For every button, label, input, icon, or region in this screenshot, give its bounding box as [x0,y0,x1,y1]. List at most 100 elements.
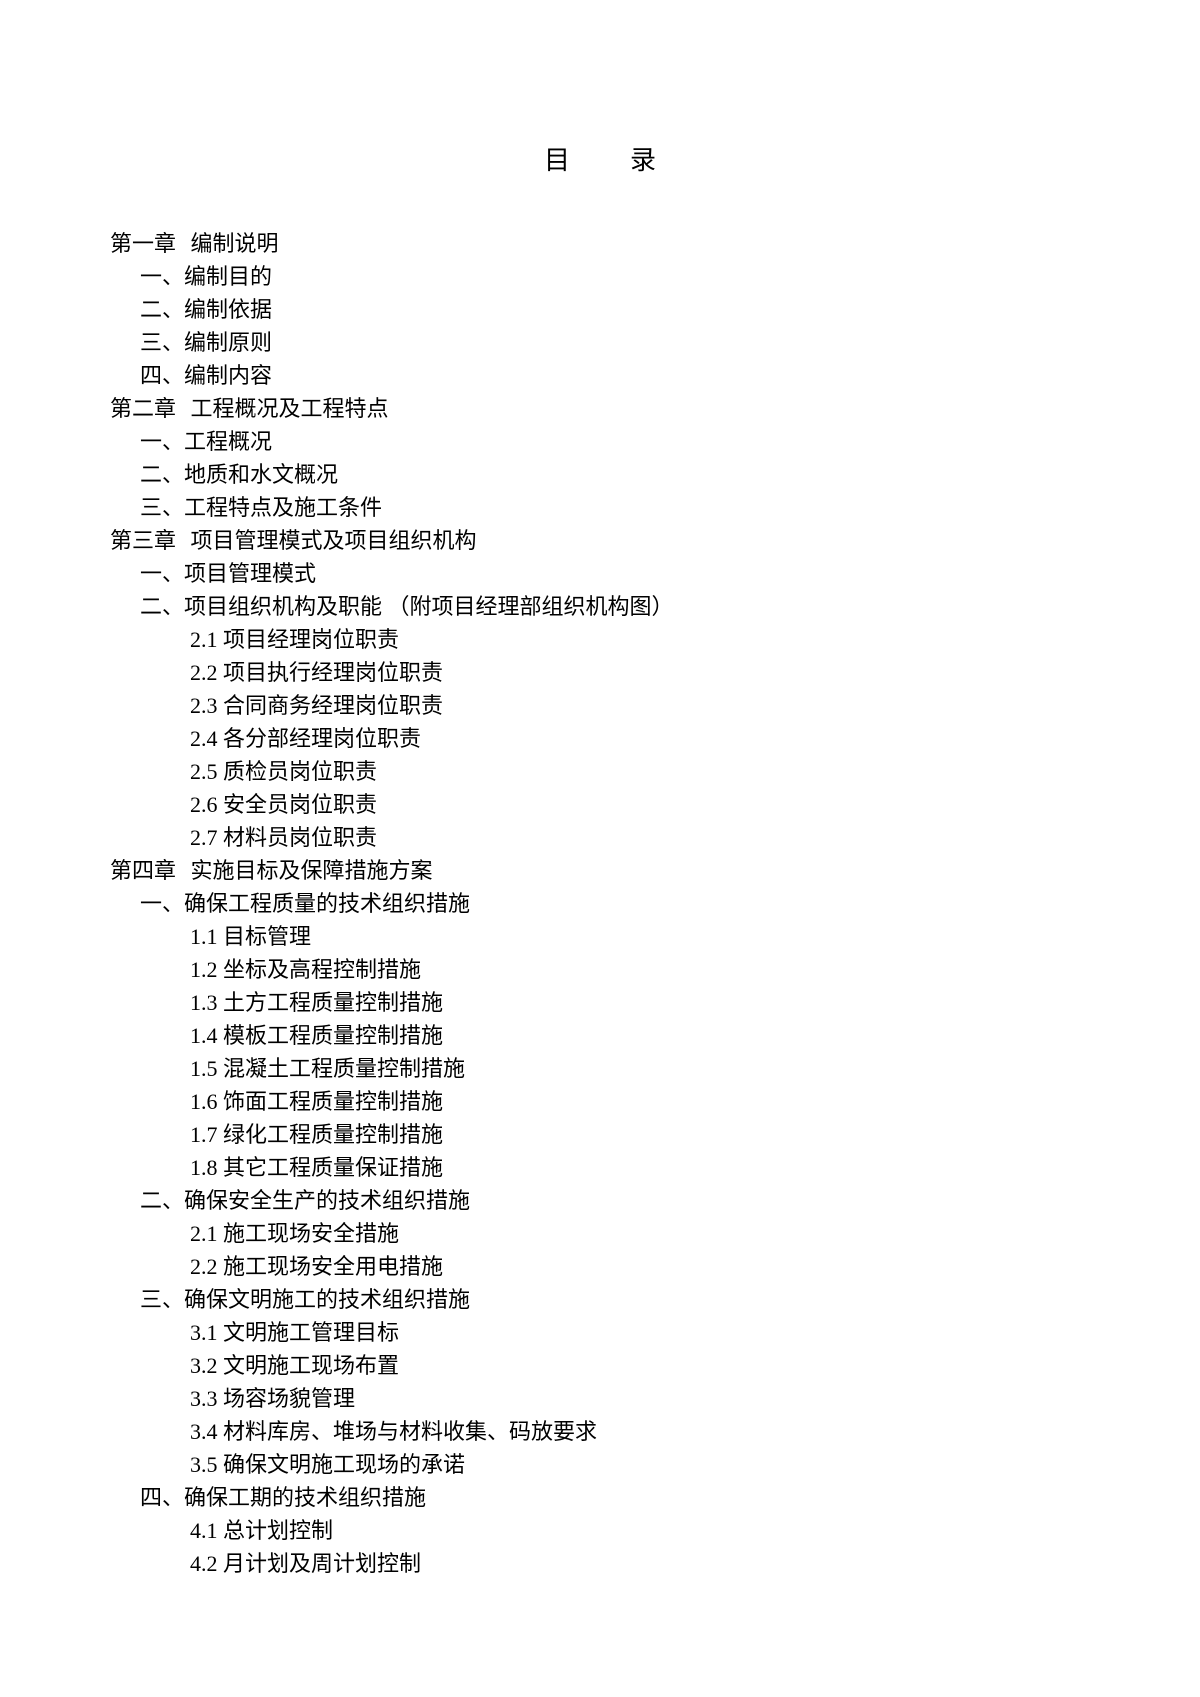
subsection-title: 土方工程质量控制措施 [218,990,444,1015]
section-title: 确保安全生产的技术组织措施 [184,1188,470,1213]
chapter-label: 第一章 [110,227,185,260]
subsection-number: 2.1 [190,627,218,652]
subsection-number: 2.3 [190,693,218,718]
section-heading: 二、项目组织机构及职能 （附项目经理部组织机构图） [140,590,1090,623]
subsection-heading: 3.5 确保文明施工现场的承诺 [190,1448,1090,1481]
chapter-title: 项目管理模式及项目组织机构 [185,528,477,553]
subsection-title: 确保文明施工现场的承诺 [218,1452,466,1477]
chapter-title: 工程概况及工程特点 [185,396,389,421]
section-label: 二、 [140,1184,184,1217]
subsection-title: 质检员岗位职责 [218,759,378,784]
subsection-number: 1.2 [190,957,218,982]
section-title: 确保工程质量的技术组织措施 [184,891,470,916]
subsection-number: 1.5 [190,1056,218,1081]
chapter-label: 第二章 [110,392,185,425]
chapter-heading: 第四章 实施目标及保障措施方案 [110,854,1090,887]
subsection-number: 3.4 [190,1419,218,1444]
section-heading: 一、工程概况 [140,425,1090,458]
subsection-heading: 2.2 项目执行经理岗位职责 [190,656,1090,689]
subsection-number: 1.3 [190,990,218,1015]
subsection-number: 1.8 [190,1155,218,1180]
subsection-heading: 4.2 月计划及周计划控制 [190,1547,1090,1580]
section-title: 确保工期的技术组织措施 [184,1485,426,1510]
subsection-title: 绿化工程质量控制措施 [218,1122,444,1147]
subsection-heading: 1.7 绿化工程质量控制措施 [190,1118,1090,1151]
subsection-title: 材料员岗位职责 [218,825,378,850]
subsection-number: 2.1 [190,1221,218,1246]
subsection-title: 月计划及周计划控制 [218,1551,422,1576]
chapter-title: 实施目标及保障措施方案 [185,858,433,883]
subsection-title: 文明施工现场布置 [218,1353,400,1378]
subsection-heading: 1.6 饰面工程质量控制措施 [190,1085,1090,1118]
subsection-title: 合同商务经理岗位职责 [218,693,444,718]
subsection-title: 其它工程质量保证措施 [218,1155,444,1180]
section-title: 编制依据 [184,297,272,322]
section-heading: 一、项目管理模式 [140,557,1090,590]
subsection-heading: 2.5 质检员岗位职责 [190,755,1090,788]
subsection-number: 1.1 [190,924,218,949]
subsection-heading: 1.2 坐标及高程控制措施 [190,953,1090,986]
section-title: 项目组织机构及职能 （附项目经理部组织机构图） [184,594,674,619]
subsection-title: 各分部经理岗位职责 [218,726,422,751]
subsection-number: 4.2 [190,1551,218,1576]
section-label: 二、 [140,458,184,491]
subsection-title: 施工现场安全用电措施 [218,1254,444,1279]
subsection-heading: 1.4 模板工程质量控制措施 [190,1019,1090,1052]
document-title: 目录 [110,140,1090,177]
section-heading: 一、编制目的 [140,260,1090,293]
chapter-label: 第四章 [110,854,185,887]
subsection-number: 2.6 [190,792,218,817]
subsection-heading: 3.1 文明施工管理目标 [190,1316,1090,1349]
subsection-number: 3.2 [190,1353,218,1378]
section-label: 三、 [140,1283,184,1316]
section-title: 确保文明施工的技术组织措施 [184,1287,470,1312]
section-title: 工程概况 [184,429,272,454]
subsection-heading: 2.4 各分部经理岗位职责 [190,722,1090,755]
subsection-number: 3.5 [190,1452,218,1477]
subsection-number: 2.5 [190,759,218,784]
table-of-contents: 第一章 编制说明一、编制目的二、编制依据三、编制原则四、编制内容第二章 工程概况… [110,227,1090,1580]
subsection-title: 混凝土工程质量控制措施 [218,1056,466,1081]
subsection-heading: 1.1 目标管理 [190,920,1090,953]
subsection-number: 4.1 [190,1518,218,1543]
subsection-number: 3.3 [190,1386,218,1411]
subsection-title: 项目经理岗位职责 [218,627,400,652]
section-heading: 二、确保安全生产的技术组织措施 [140,1184,1090,1217]
subsection-heading: 2.3 合同商务经理岗位职责 [190,689,1090,722]
subsection-heading: 1.5 混凝土工程质量控制措施 [190,1052,1090,1085]
section-heading: 三、编制原则 [140,326,1090,359]
chapter-heading: 第三章 项目管理模式及项目组织机构 [110,524,1090,557]
section-title: 工程特点及施工条件 [184,495,382,520]
subsection-heading: 1.8 其它工程质量保证措施 [190,1151,1090,1184]
section-label: 二、 [140,293,184,326]
section-label: 四、 [140,1481,184,1514]
subsection-heading: 1.3 土方工程质量控制措施 [190,986,1090,1019]
section-label: 二、 [140,590,184,623]
subsection-title: 坐标及高程控制措施 [218,957,422,982]
subsection-title: 项目执行经理岗位职责 [218,660,444,685]
subsection-heading: 4.1 总计划控制 [190,1514,1090,1547]
chapter-label: 第三章 [110,524,185,557]
section-label: 一、 [140,557,184,590]
subsection-title: 饰面工程质量控制措施 [218,1089,444,1114]
subsection-title: 模板工程质量控制措施 [218,1023,444,1048]
subsection-number: 1.7 [190,1122,218,1147]
subsection-title: 场容场貌管理 [218,1386,356,1411]
subsection-number: 2.2 [190,660,218,685]
subsection-title: 材料库房、堆场与材料收集、码放要求 [218,1419,598,1444]
section-label: 一、 [140,887,184,920]
subsection-heading: 3.4 材料库房、堆场与材料收集、码放要求 [190,1415,1090,1448]
subsection-title: 安全员岗位职责 [218,792,378,817]
section-label: 一、 [140,260,184,293]
section-label: 一、 [140,425,184,458]
subsection-heading: 2.7 材料员岗位职责 [190,821,1090,854]
section-heading: 二、地质和水文概况 [140,458,1090,491]
subsection-number: 2.7 [190,825,218,850]
section-title: 项目管理模式 [184,561,316,586]
section-title: 地质和水文概况 [184,462,338,487]
subsection-number: 2.4 [190,726,218,751]
section-title: 编制目的 [184,264,272,289]
subsection-title: 目标管理 [218,924,312,949]
section-label: 三、 [140,491,184,524]
section-title: 编制内容 [184,363,272,388]
